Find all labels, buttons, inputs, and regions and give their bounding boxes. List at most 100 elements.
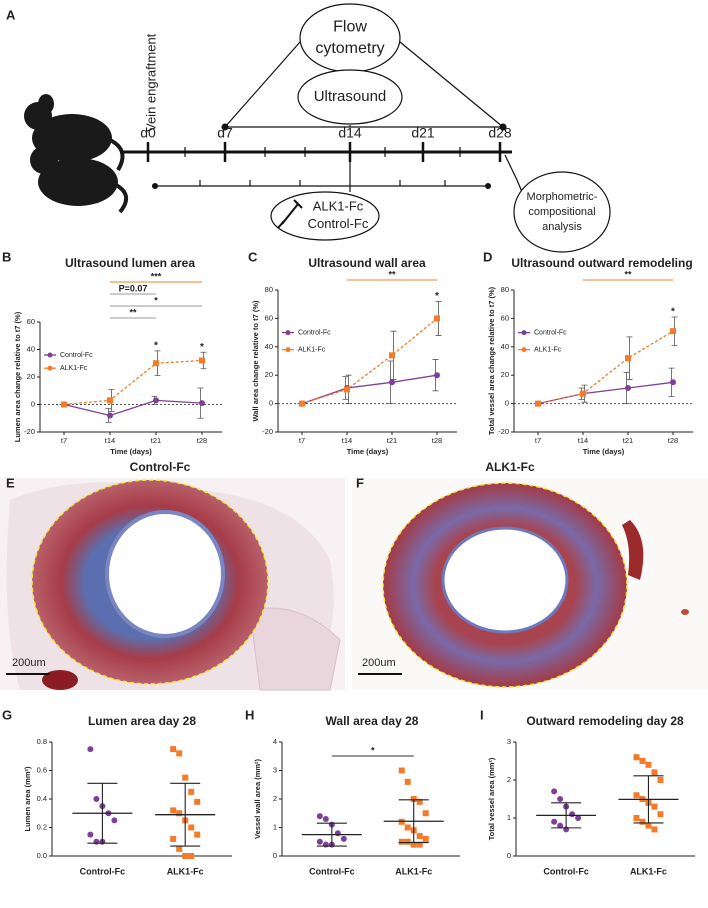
point: [93, 838, 100, 845]
point: [182, 774, 189, 781]
x-tick-label: t21: [387, 436, 397, 445]
x-tick-label: Control-Fc: [309, 866, 355, 876]
y-tick-label: 0: [31, 399, 35, 408]
x-tick-label: t7: [535, 436, 541, 445]
legend-label: ALK1-Fc: [298, 346, 326, 353]
significance-star: *: [200, 342, 204, 353]
legend-label: ALK1-Fc: [60, 365, 88, 372]
panel-label: H: [245, 707, 254, 722]
timeline-label: d14: [338, 125, 362, 141]
series-line: [301, 317, 438, 405]
point: [87, 831, 94, 838]
scale-bar-label: 200um: [12, 657, 46, 669]
y-tick-label: 40: [265, 342, 273, 351]
point: [434, 372, 440, 379]
y-tick-label: 20: [501, 370, 509, 379]
point: [398, 838, 405, 845]
significance-label: *: [154, 295, 158, 305]
point: [299, 400, 305, 407]
significance-star: *: [435, 291, 439, 302]
side-label: Vein engraftment: [143, 33, 158, 132]
chart-title: Ultrasound lumen area: [65, 256, 195, 270]
point: [434, 315, 440, 322]
legend-marker: [285, 347, 291, 353]
y-tick-label: 0.0: [37, 851, 47, 860]
point: [670, 328, 676, 335]
sd-bar: [87, 782, 118, 844]
point: [389, 379, 395, 386]
y-tick-label: 0: [269, 399, 273, 408]
point: [633, 792, 640, 799]
timeline-label: d28: [488, 125, 512, 141]
node-label: compositional: [528, 206, 595, 218]
legend-marker: [521, 347, 527, 353]
point: [153, 397, 159, 404]
significance-label: **: [129, 307, 137, 317]
histology-f: 200um F ALK1-Fc: [352, 460, 708, 690]
series-line: [537, 330, 674, 405]
x-tick-label: Control-Fc: [80, 866, 126, 876]
x-tick-label: t14: [578, 436, 588, 445]
y-tick-label: 0.8: [37, 737, 47, 746]
point: [107, 412, 113, 419]
panel-label: I: [480, 707, 484, 722]
point: [170, 835, 177, 842]
y-tick-label: 40: [501, 342, 509, 351]
point: [569, 811, 576, 818]
sd-bar: [170, 782, 201, 847]
point: [416, 833, 423, 840]
point: [61, 401, 67, 408]
point: [188, 788, 195, 795]
point: [176, 750, 183, 757]
point: [404, 824, 411, 831]
legend-marker: [521, 330, 527, 336]
y-tick-label: 40: [27, 344, 35, 353]
legend-label: Control-Fc: [60, 352, 93, 359]
point: [404, 838, 411, 845]
y-tick-label: 60: [501, 313, 509, 322]
y-tick-label: 3: [273, 765, 277, 774]
y-tick-label: 60: [265, 313, 273, 322]
panel-label: F: [356, 475, 364, 490]
y-axis-title: Lumen area change relative to t7 (%): [13, 311, 22, 442]
x-tick-label: t28: [432, 436, 442, 445]
chart-title: Ultrasound outward remodeling: [511, 256, 692, 270]
legend-marker: [47, 352, 53, 358]
point: [316, 838, 323, 845]
y-tick-label: 1: [273, 822, 277, 831]
x-tick-label: ALK1-Fc: [395, 866, 432, 876]
point: [651, 803, 658, 810]
y-tick-label: -20: [262, 427, 273, 436]
y-tick-label: 4: [273, 737, 277, 746]
node-label: Control-Fc: [308, 216, 369, 231]
x-tick-label: t7: [299, 436, 305, 445]
y-tick-label: 2: [273, 794, 277, 803]
x-tick-label: Control-Fc: [543, 866, 589, 876]
point: [87, 746, 94, 753]
point: [111, 817, 118, 824]
y-tick-label: 0.6: [37, 765, 47, 774]
y-tick-label: -20: [24, 427, 35, 436]
point: [182, 853, 189, 859]
node-label: Ultrasound: [314, 88, 387, 105]
point: [153, 360, 159, 367]
y-axis-title: Lumen area (mm²): [23, 766, 32, 832]
y-tick-label: -20: [498, 427, 509, 436]
x-axis-title: Time (days): [110, 447, 152, 456]
node-shapes: [270, 3, 611, 253]
point: [575, 815, 582, 821]
timeline-label: d0: [140, 125, 156, 141]
significance-label: *: [371, 745, 375, 755]
point: [334, 830, 341, 837]
point: [651, 826, 658, 833]
point: [398, 767, 405, 774]
point: [322, 815, 329, 822]
point: [188, 853, 195, 859]
chart-title: Wall area day 28: [326, 714, 419, 728]
series-line: [63, 359, 203, 406]
point: [645, 761, 652, 768]
series-line: [301, 374, 438, 405]
histology-e: 200um E Control-Fc: [0, 460, 345, 691]
y-tick-label: 20: [265, 370, 273, 379]
point: [670, 379, 676, 386]
